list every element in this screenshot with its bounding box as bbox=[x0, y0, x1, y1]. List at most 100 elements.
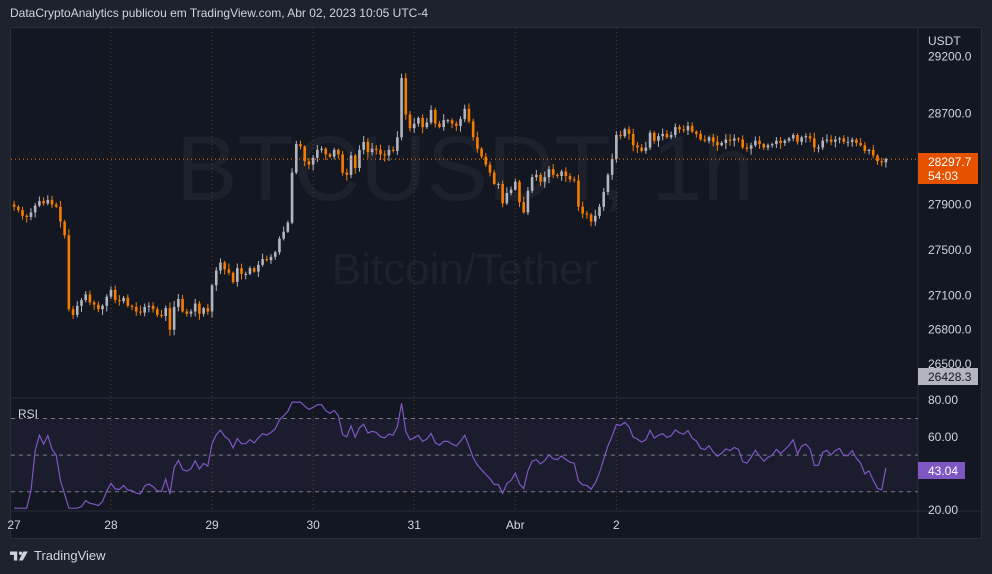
candle-body bbox=[724, 139, 728, 143]
time-tick-label: 28 bbox=[104, 518, 118, 532]
rsi-axis-ticks: 80.00 60.00 20.00 bbox=[928, 393, 958, 517]
candle-body bbox=[425, 122, 429, 128]
candle-body bbox=[130, 305, 134, 307]
candle-body bbox=[796, 135, 799, 142]
candle-body bbox=[328, 154, 332, 157]
candle-body bbox=[202, 308, 205, 314]
rsi-value-badge bbox=[918, 462, 965, 479]
chart-frame[interactable] bbox=[10, 27, 982, 539]
candle-body bbox=[476, 137, 479, 149]
candle-body bbox=[577, 180, 580, 207]
candle-body bbox=[480, 148, 483, 157]
candle-body bbox=[665, 133, 669, 138]
candle-body bbox=[884, 158, 888, 163]
candle-body bbox=[817, 147, 820, 149]
candle-body bbox=[674, 127, 677, 136]
candle-body bbox=[572, 179, 576, 181]
candle-body bbox=[766, 145, 770, 148]
candle-body bbox=[775, 140, 778, 145]
candle-body bbox=[560, 171, 563, 176]
candle-body bbox=[762, 144, 766, 148]
candle-body bbox=[80, 300, 83, 306]
candle-body bbox=[118, 300, 121, 302]
candle-body bbox=[42, 201, 45, 204]
candle-body bbox=[400, 78, 403, 138]
price-tick-label: 26500.0 bbox=[928, 357, 972, 371]
candle-body bbox=[610, 158, 614, 175]
candle-body bbox=[29, 212, 33, 217]
footer-brand[interactable]: TradingView bbox=[10, 548, 106, 563]
candle-body bbox=[236, 268, 239, 282]
candle-body bbox=[185, 311, 189, 314]
candle-body bbox=[404, 78, 408, 115]
candle-body bbox=[484, 156, 488, 165]
candle-body bbox=[147, 305, 151, 307]
candle-body bbox=[716, 141, 719, 146]
candle-body bbox=[627, 129, 631, 134]
candle-body bbox=[248, 268, 252, 274]
candle-body bbox=[151, 305, 155, 310]
candle-body bbox=[842, 138, 846, 142]
candle-body bbox=[417, 117, 420, 124]
candle-body bbox=[181, 298, 184, 312]
candle-body bbox=[821, 140, 825, 148]
candle-body bbox=[745, 147, 749, 149]
candle-body bbox=[808, 136, 812, 139]
candle-body bbox=[661, 133, 664, 137]
candle-body bbox=[219, 262, 222, 271]
rsi-tick-label: 80.00 bbox=[928, 393, 958, 407]
candle-body bbox=[513, 181, 517, 190]
candle-body bbox=[168, 308, 172, 330]
time-tick-label: 30 bbox=[306, 518, 320, 532]
candle-body bbox=[252, 268, 256, 272]
candle-body bbox=[838, 138, 841, 140]
time-tick-label: Abr bbox=[506, 518, 525, 532]
candle-body bbox=[850, 139, 854, 142]
candle-body bbox=[84, 294, 88, 301]
candle-body bbox=[391, 149, 395, 151]
candle-body bbox=[728, 139, 732, 141]
candle-body bbox=[379, 149, 382, 155]
candle-body bbox=[471, 121, 475, 138]
candle-body bbox=[374, 148, 378, 150]
candle-body bbox=[749, 145, 753, 149]
candle-body bbox=[33, 205, 37, 213]
candle-body bbox=[59, 206, 62, 222]
candle-body bbox=[804, 136, 808, 138]
candle-body bbox=[261, 259, 264, 265]
price-axis-ticks: 29200.0 28700.0 27900.0 27500.0 27100.0 26800… bbox=[928, 49, 972, 370]
candlestick-series[interactable] bbox=[12, 73, 888, 336]
candle-body bbox=[265, 259, 269, 261]
candle-body bbox=[349, 155, 353, 175]
candle-body bbox=[294, 144, 298, 173]
day-grid bbox=[110, 28, 617, 511]
candle-body bbox=[770, 144, 774, 146]
candle-body bbox=[547, 169, 551, 178]
last-price-badge bbox=[918, 153, 978, 184]
candle-body bbox=[581, 206, 584, 214]
candle-body bbox=[876, 155, 879, 162]
candle-body bbox=[488, 164, 492, 173]
countdown-label: 54:03 bbox=[928, 169, 958, 183]
candle-body bbox=[703, 139, 707, 141]
price-tick-label: 27900.0 bbox=[928, 197, 972, 211]
candle-body bbox=[455, 123, 458, 126]
candle-body bbox=[139, 311, 142, 313]
candle-body bbox=[741, 139, 745, 148]
candle-body bbox=[636, 145, 639, 148]
candle-body bbox=[518, 181, 521, 203]
rsi-line[interactable] bbox=[14, 401, 887, 509]
candle-body bbox=[25, 215, 29, 217]
candle-body bbox=[286, 222, 290, 232]
candle-body bbox=[126, 297, 130, 306]
candle-body bbox=[12, 204, 16, 207]
candle-body bbox=[463, 108, 467, 120]
candle-body bbox=[408, 114, 412, 129]
footer-brand-label: TradingView bbox=[34, 548, 106, 563]
candle-body bbox=[783, 140, 787, 143]
candle-body bbox=[758, 140, 761, 145]
candle-body bbox=[669, 135, 673, 138]
candle-body bbox=[299, 144, 302, 147]
price-tick-label: 26800.0 bbox=[928, 323, 972, 337]
